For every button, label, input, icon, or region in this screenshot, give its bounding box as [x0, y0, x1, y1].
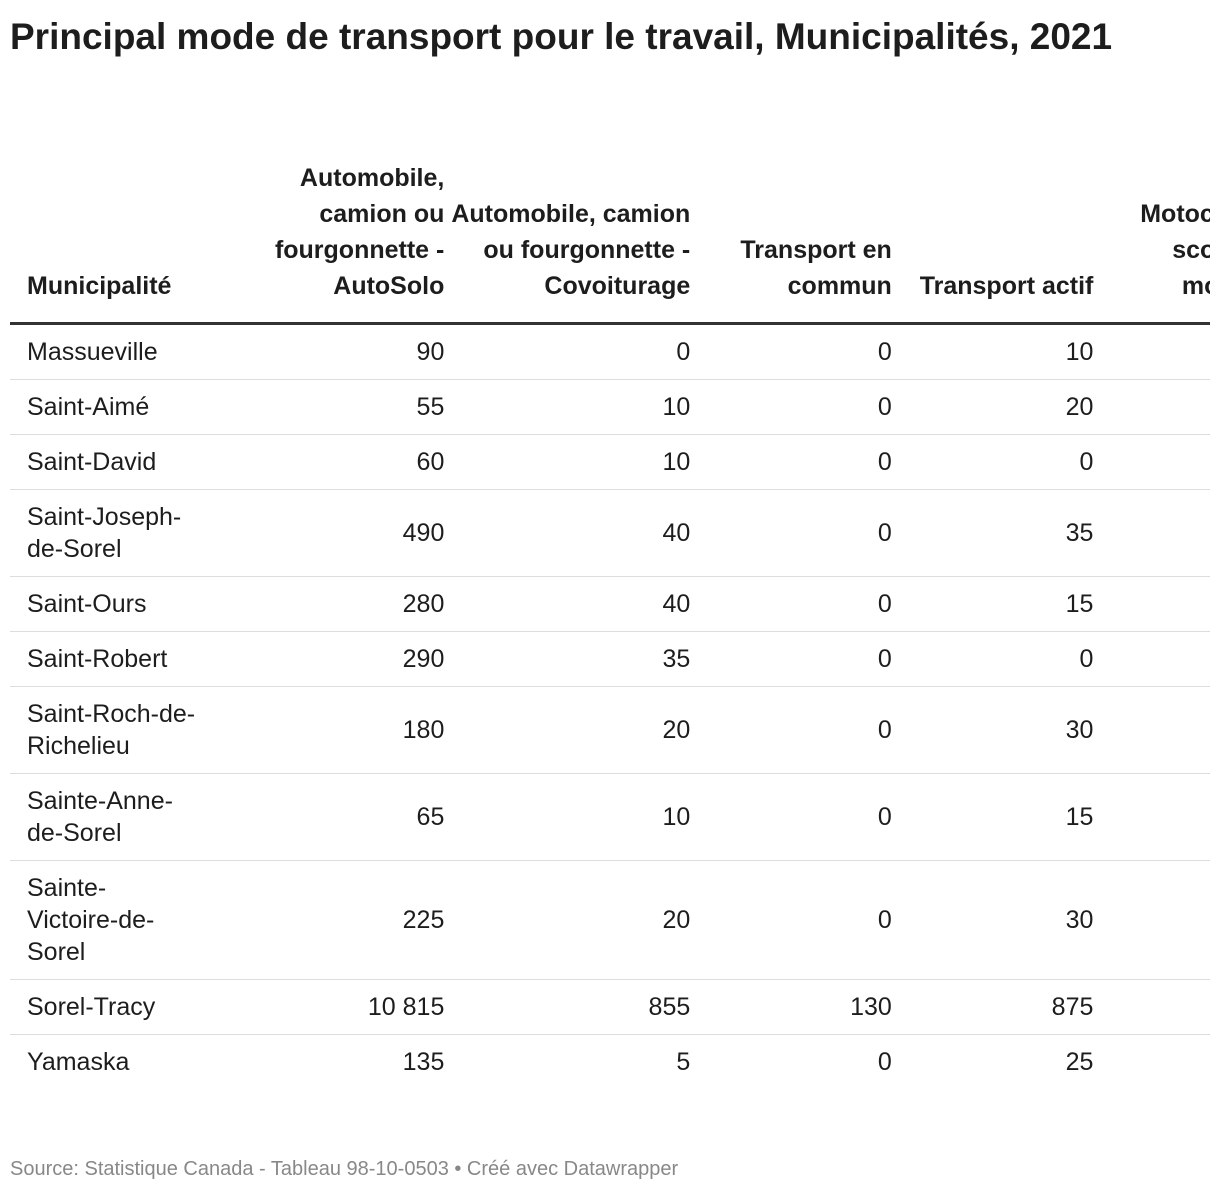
table-row: Sorel-Tracy 10 815 855 130 875	[10, 979, 1210, 1035]
covoiturage-cell: 40	[444, 489, 691, 577]
covoiturage-cell: 10	[444, 434, 691, 490]
municipality-cell: Sainte-Anne-de-Sorel	[10, 773, 226, 861]
transport-actif-cell: 875	[891, 979, 1094, 1035]
autosolo-cell: 10 815	[225, 979, 445, 1035]
transport-actif-cell: 0	[891, 434, 1094, 490]
autosolo-cell: 180	[225, 686, 445, 774]
municipality-cell: Saint-Joseph-de-Sorel	[10, 489, 226, 577]
transport-actif-cell: 30	[891, 860, 1094, 980]
transport-en-commun-cell: 0	[877, 1048, 892, 1076]
transport-en-commun-cell: 0	[690, 631, 892, 687]
motocyclette-cell	[1093, 323, 1210, 380]
transport-en-commun-cell: 0	[690, 860, 892, 980]
autosolo-cell: 225	[225, 860, 445, 980]
table-row: Saint-Joseph-de-Sorel 490 40 0 35	[10, 489, 1210, 577]
table-row: Saint-Roch-de-Richelieu 180 20 0 30	[10, 686, 1210, 774]
municipality-cell: Sainte-Victoire-de-Sorel	[10, 860, 226, 980]
data-table-container: Municipalité Automobile, camion ou fourg…	[10, 160, 1210, 1089]
column-header-covoiturage[interactable]: Automobile, camion ou fourgonnette - Cov…	[444, 160, 691, 325]
column-header-transport-en-commun[interactable]: Transport en commun	[690, 160, 892, 325]
municipality-cell: Saint-Robert	[10, 631, 226, 687]
table-row: Saint-David 60 10 0 0	[10, 434, 1210, 490]
source-footer: Source: Statistique Canada - Tableau 98-…	[10, 1158, 679, 1180]
autosolo-cell: 290	[225, 631, 445, 687]
covoiturage-cell: 40	[444, 576, 691, 632]
covoiturage-cell: 20	[444, 686, 691, 774]
transport-en-commun-cell: 0	[690, 323, 892, 380]
motocyclette-cell	[1093, 1035, 1210, 1090]
transport-en-commun-cell: 0	[690, 434, 892, 490]
covoiturage-cell: 5	[676, 1048, 691, 1076]
autosolo-cell: 90	[225, 323, 445, 380]
municipality-cell: Yamaska	[27, 1048, 130, 1076]
municipality-cell: Massueville	[10, 323, 226, 380]
transport-actif-cell: 30	[891, 686, 1094, 774]
autosolo-cell: 135	[402, 1048, 445, 1076]
motocyclette-cell	[1093, 434, 1210, 490]
header-row: Municipalité Automobile, camion ou fourg…	[10, 160, 1210, 325]
table-row: Saint-Ours 280 40 0 15	[10, 576, 1210, 632]
transport-actif-cell: 35	[891, 489, 1094, 577]
covoiturage-cell: 0	[444, 323, 691, 380]
chart-title: Principal mode de transport pour le trav…	[10, 16, 1113, 57]
table-row: Sainte-Victoire-de-Sorel 225 20 0 30	[10, 860, 1210, 980]
transport-en-commun-cell: 0	[690, 379, 892, 435]
motocyclette-cell	[1093, 379, 1210, 435]
transport-actif-cell: 0	[891, 631, 1094, 687]
covoiturage-cell: 35	[444, 631, 691, 687]
covoiturage-cell: 20	[444, 860, 691, 980]
municipality-cell: Saint-Roch-de-Richelieu	[10, 686, 226, 774]
municipality-cell: Sorel-Tracy	[10, 979, 226, 1035]
column-header-motocyclette[interactable]: Motocyclette, scooter ou mobylette	[1093, 160, 1210, 325]
table-row: Saint-Aimé 55 10 0 20	[10, 379, 1210, 435]
municipality-cell: Saint-Aimé	[10, 379, 226, 435]
motocyclette-cell	[1093, 860, 1210, 980]
table-row: Saint-Robert 290 35 0 0	[10, 631, 1210, 687]
column-header-municipalite[interactable]: Municipalité	[10, 160, 226, 325]
motocyclette-cell	[1093, 576, 1210, 632]
motocyclette-cell	[1093, 489, 1210, 577]
table-row: Massueville 90 0 0 10	[10, 323, 1210, 380]
municipality-cell: Saint-Ours	[10, 576, 226, 632]
motocyclette-cell	[1093, 773, 1210, 861]
autosolo-cell: 490	[225, 489, 445, 577]
transport-actif-cell: 10	[891, 323, 1094, 380]
transport-en-commun-cell: 0	[690, 576, 892, 632]
motocyclette-cell	[1093, 979, 1210, 1035]
transport-en-commun-cell: 0	[690, 489, 892, 577]
autosolo-cell: 55	[225, 379, 445, 435]
autosolo-cell: 65	[225, 773, 445, 861]
table-row: Yamaska 135 5 0 25	[10, 1035, 1210, 1090]
covoiturage-cell: 855	[444, 979, 691, 1035]
transport-en-commun-cell: 0	[690, 686, 892, 774]
transport-actif-cell: 25	[1065, 1048, 1094, 1076]
transport-en-commun-cell: 130	[690, 979, 892, 1035]
covoiturage-cell: 10	[444, 379, 691, 435]
transport-actif-cell: 20	[891, 379, 1094, 435]
data-table: Municipalité Automobile, camion ou fourg…	[10, 160, 1210, 1089]
column-header-autosolo[interactable]: Automobile, camion ou fourgonnette - Aut…	[225, 160, 445, 325]
motocyclette-cell	[1093, 686, 1210, 774]
autosolo-cell: 280	[225, 576, 445, 632]
municipality-cell: Saint-David	[10, 434, 226, 490]
autosolo-cell: 60	[225, 434, 445, 490]
transport-en-commun-cell: 0	[690, 773, 892, 861]
covoiturage-cell: 10	[444, 773, 691, 861]
transport-actif-cell: 15	[891, 576, 1094, 632]
column-header-transport-actif[interactable]: Transport actif	[891, 160, 1094, 325]
transport-actif-cell: 15	[891, 773, 1094, 861]
motocyclette-cell	[1093, 631, 1210, 687]
table-row: Sainte-Anne-de-Sorel 65 10 0 15	[10, 773, 1210, 861]
